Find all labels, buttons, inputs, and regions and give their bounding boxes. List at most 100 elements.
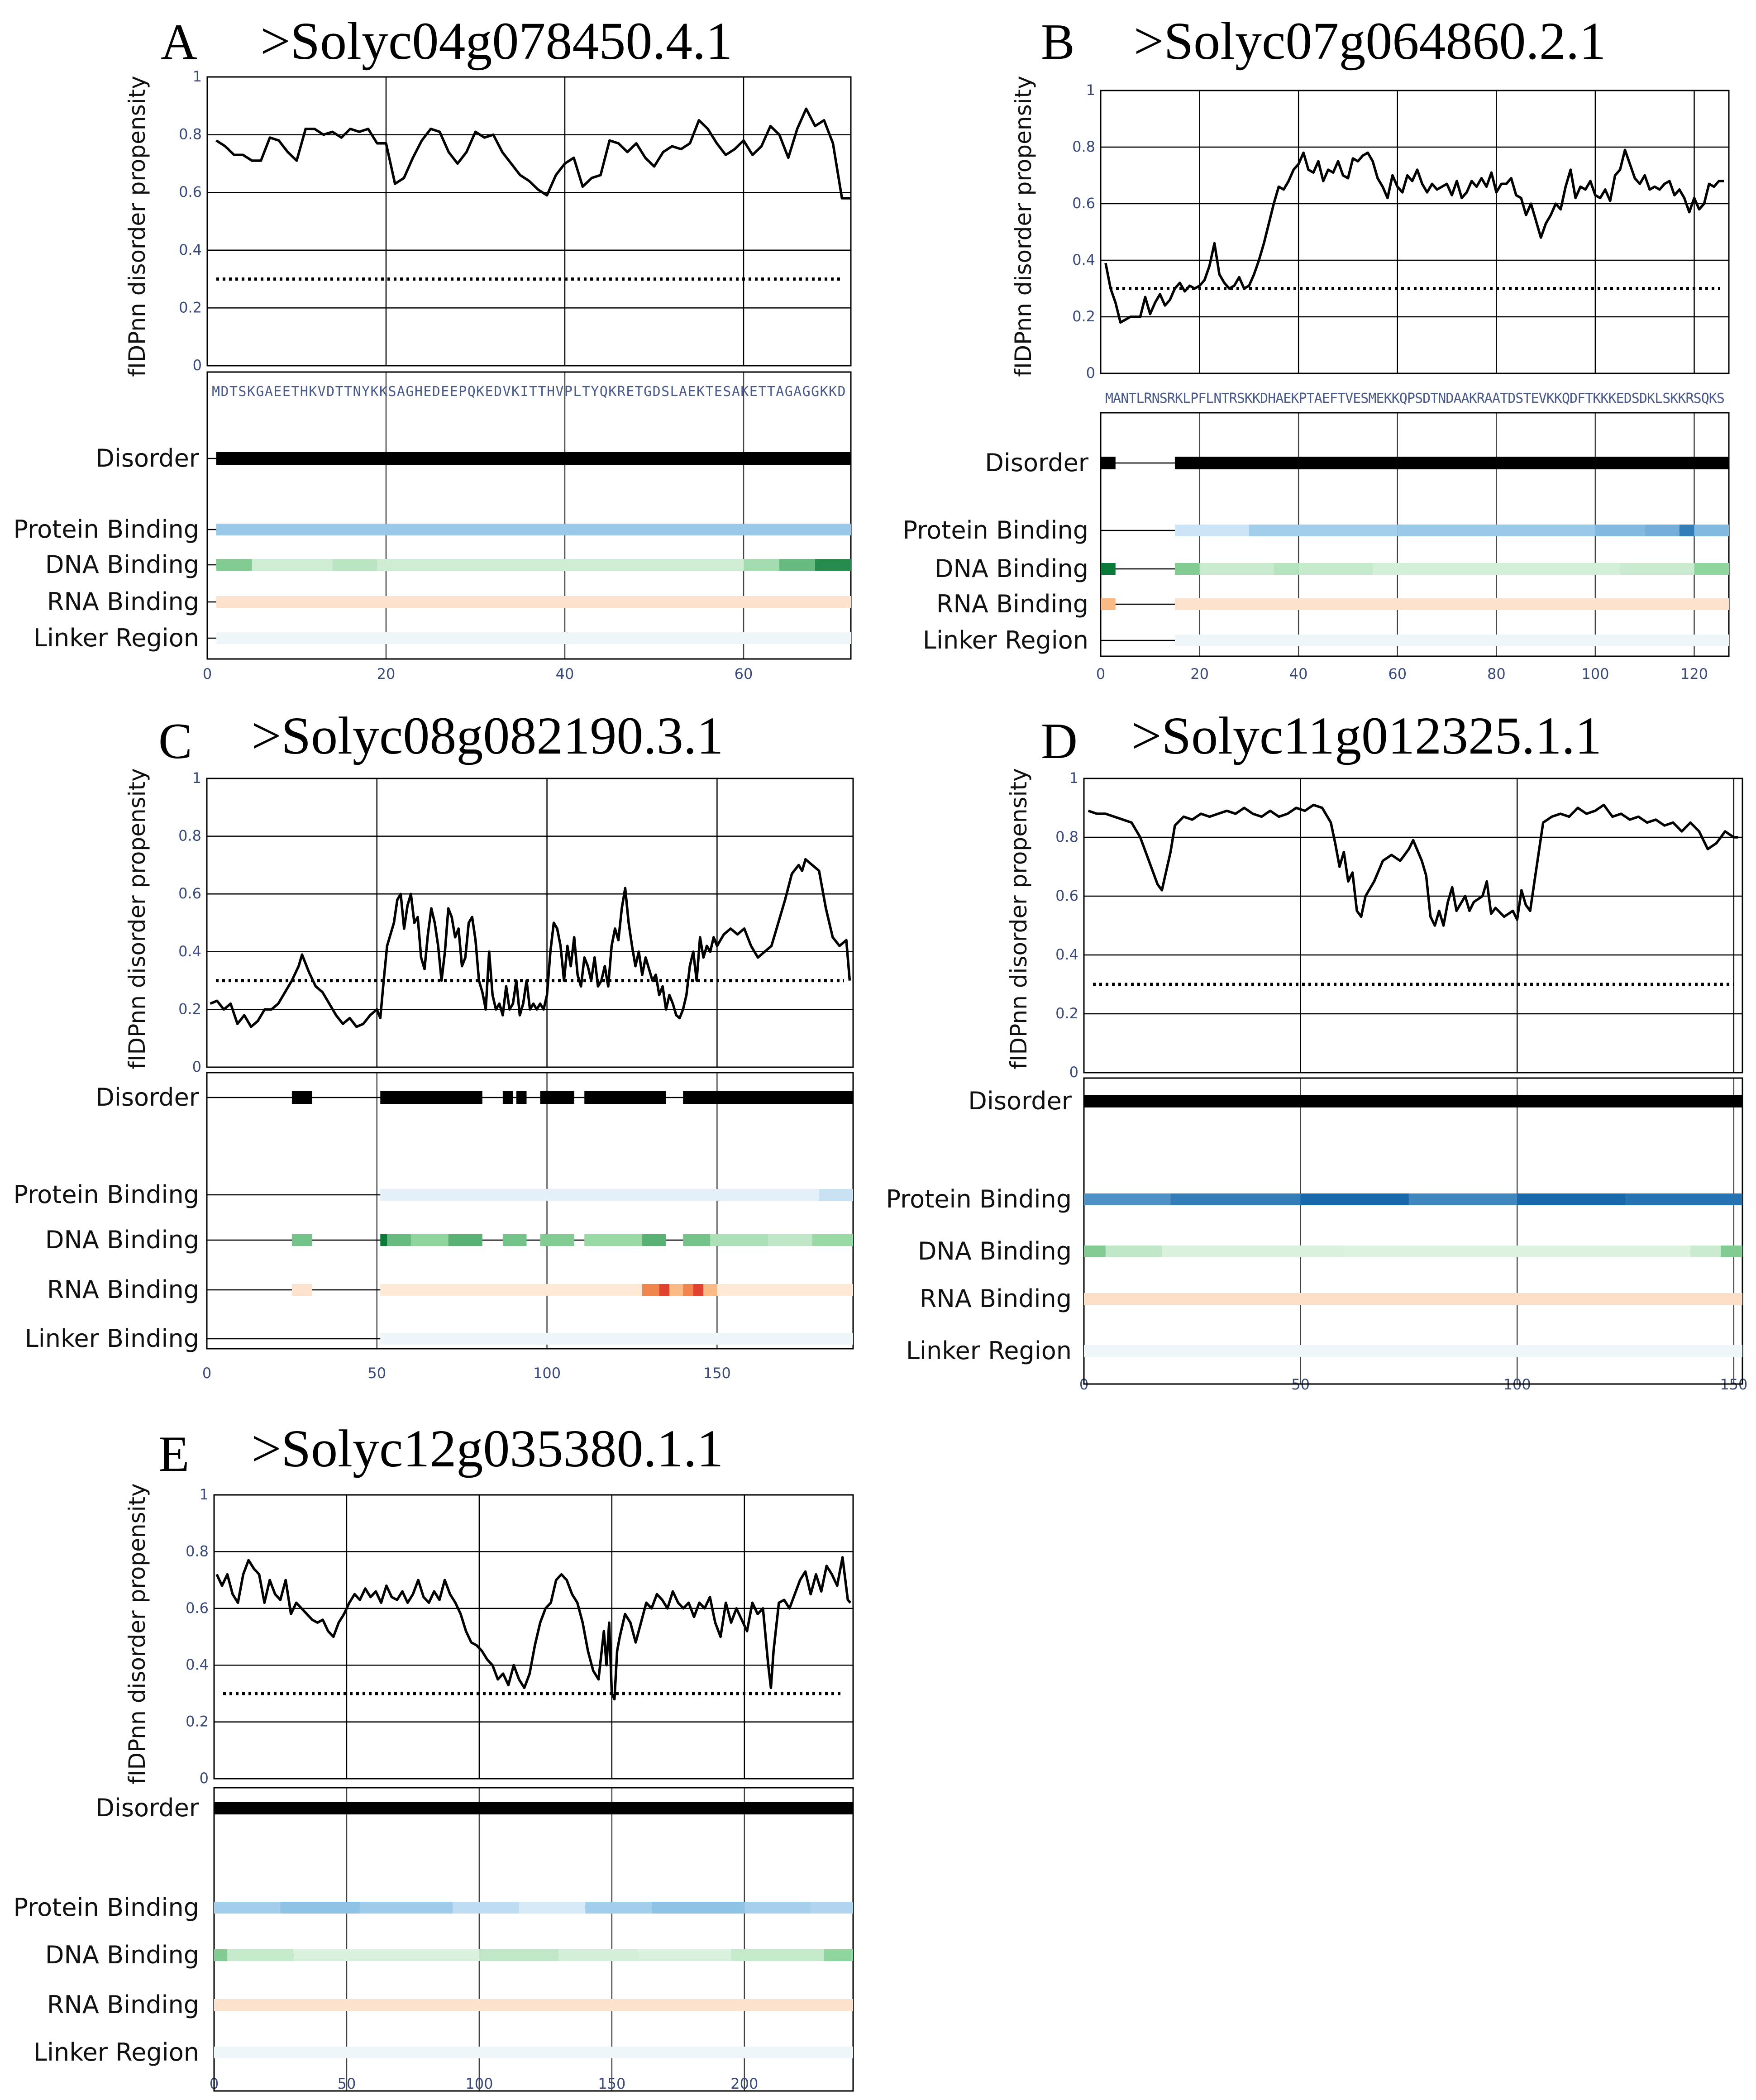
- sequence-residue: A: [732, 384, 740, 400]
- sequence-residue: K: [1709, 391, 1717, 406]
- disorder-segment: [216, 452, 851, 465]
- dna-binding-band: [824, 1949, 853, 1961]
- rna-binding-band: [642, 1284, 659, 1296]
- sequence-residue: K: [1647, 391, 1655, 406]
- disorder-segment: [1101, 457, 1116, 469]
- y-tick-label: 1: [1069, 769, 1078, 787]
- y-axis-label: fIDPnn disorder propensity: [124, 1483, 150, 1784]
- panel-letter: A: [161, 14, 197, 70]
- track-dna: [1101, 563, 1729, 575]
- sequence-residue: T: [635, 384, 643, 400]
- track-label: DNA Binding: [45, 1226, 199, 1254]
- sequence-residue: A: [265, 384, 273, 400]
- sequence-residue: K: [476, 384, 484, 400]
- rna-binding-band: [659, 1284, 670, 1296]
- y-tick-label: 1: [200, 1486, 209, 1503]
- sequence-residue: K: [1678, 391, 1686, 406]
- sequence-residue: K: [1670, 391, 1678, 406]
- sequence-residue: K: [1252, 391, 1260, 406]
- rna-binding-band: [669, 1284, 683, 1296]
- sequence-residue: L: [670, 384, 678, 400]
- sequence-residue: H: [1268, 391, 1276, 406]
- track-rna: [214, 1999, 853, 2011]
- sequence-residue: S: [723, 384, 731, 400]
- sequence-residue: M: [1368, 391, 1376, 406]
- x-tick-label: 20: [1190, 665, 1209, 682]
- panel-title: >Solyc12g035380.1.1: [251, 1419, 723, 1478]
- y-tick-label: 0: [1086, 364, 1095, 382]
- track-label: Linker Region: [906, 1336, 1072, 1365]
- y-tick-label: 0: [200, 1770, 209, 1787]
- y-tick-label: 0.2: [1055, 1005, 1078, 1022]
- sequence-residue: I: [520, 384, 529, 400]
- y-tick-label: 1: [1086, 81, 1095, 99]
- track-rna: [207, 596, 851, 608]
- protein-binding-band: [1517, 1193, 1626, 1205]
- disorder-segment: [683, 1091, 853, 1104]
- sequence-residue: E: [1531, 391, 1539, 406]
- sequence-residue: T: [1307, 391, 1315, 406]
- y-tick-label: 0.2: [186, 1713, 209, 1730]
- track-disorder: [207, 1091, 853, 1104]
- x-tick-label: 0: [1096, 665, 1105, 682]
- sequence-residue: K: [511, 384, 520, 400]
- plot-frame: [1100, 90, 1730, 374]
- sequence-residue: A: [793, 384, 802, 400]
- track-disorder: [214, 1802, 853, 1814]
- sequence-residue: Q: [1399, 391, 1408, 406]
- sequence-residue: D: [1570, 391, 1578, 406]
- sequence-residue: T: [1128, 391, 1136, 406]
- sequence-residue: T: [1337, 391, 1346, 406]
- y-tick-label: 0.8: [178, 827, 201, 845]
- sequence-residue: D: [1624, 391, 1632, 406]
- sequence-residue: V: [318, 384, 326, 400]
- track-label: DNA Binding: [918, 1237, 1072, 1265]
- sequence-residue: K: [247, 384, 255, 400]
- linker-binding-band: [214, 2047, 853, 2058]
- y-tick-label: 0.2: [179, 299, 202, 316]
- sequence-residue: K: [309, 384, 317, 400]
- sequence-residue: T: [229, 384, 238, 400]
- sequence-residue: K: [1175, 391, 1183, 406]
- track-label: Protein Binding: [886, 1185, 1072, 1213]
- track-label: RNA Binding: [920, 1284, 1072, 1313]
- sequence-residue: L: [1655, 391, 1663, 406]
- rna-binding-band: [1174, 598, 1729, 610]
- sequence-residue: E: [441, 384, 449, 400]
- y-tick-label: 0.8: [179, 126, 202, 143]
- sequence-residue: N: [353, 384, 361, 400]
- sequence-residue: K: [697, 384, 705, 400]
- disorder-propensity-line: [1088, 803, 1738, 927]
- sequence-residue: T: [1523, 391, 1531, 406]
- plot-frame: [213, 1494, 854, 1780]
- panel-letter: C: [158, 713, 192, 769]
- sequence-residue: L: [573, 384, 581, 400]
- y-tick-label: 0: [193, 357, 202, 374]
- dna-binding-band: [377, 559, 744, 571]
- panel-letter: B: [1041, 14, 1075, 70]
- track-dna: [214, 1949, 853, 1961]
- sequence-residue: M: [1105, 391, 1113, 406]
- x-tick-label: 50: [338, 2075, 356, 2092]
- track-label: DNA Binding: [45, 550, 199, 579]
- sequence-residue: D: [326, 384, 334, 400]
- sequence-residue: K: [608, 384, 616, 400]
- panel-letter: D: [1041, 713, 1078, 769]
- rna-binding-band: [717, 1284, 853, 1296]
- sequence-residue: P: [1299, 391, 1307, 406]
- panel-title: >Solyc11g012325.1.1: [1131, 706, 1602, 765]
- sequence-residue: V: [1345, 391, 1353, 406]
- track-linker: [207, 1333, 854, 1345]
- track-linker: [207, 632, 851, 644]
- protein-binding-band: [519, 1902, 586, 1914]
- track-label: Protein Binding: [13, 1893, 199, 1922]
- sequence-residue: R: [1477, 391, 1485, 406]
- track-label: Disorder: [95, 444, 200, 472]
- sequence-residue: K: [740, 384, 749, 400]
- sequence-residue: D: [1446, 391, 1454, 406]
- panel-E: E >Solyc12g035380.1.1 fIDPnn disorder prop…: [13, 1419, 854, 2092]
- x-tick-label: 40: [556, 665, 574, 682]
- track-dna: [207, 1234, 853, 1246]
- dna-binding-band: [214, 1949, 228, 1961]
